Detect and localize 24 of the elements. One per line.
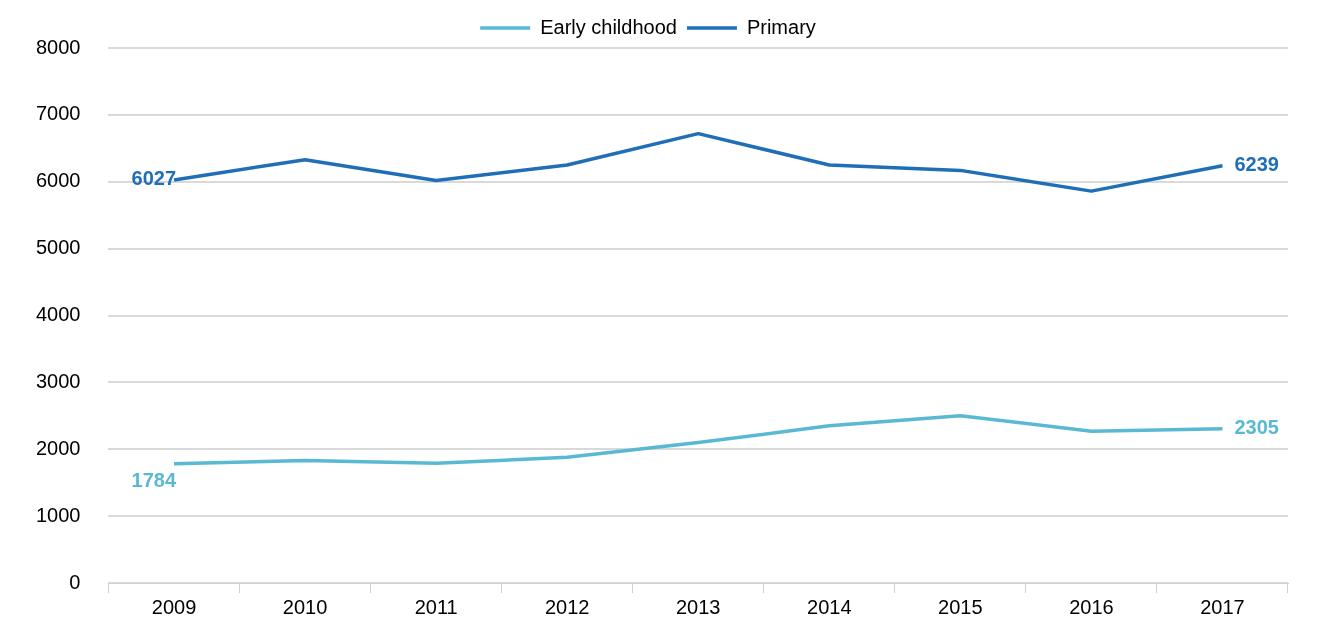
x-tick-label: 2017 [1200, 595, 1245, 618]
y-tick-label: 4000 [35, 303, 81, 326]
y-tick-label: 2000 [35, 436, 81, 459]
y-tick-label: 1000 [35, 503, 81, 526]
data-label: 6239 [1234, 153, 1279, 176]
y-tick-label: 5000 [35, 236, 81, 259]
y-tick-label: 6000 [35, 169, 81, 192]
x-tick-label: 2016 [1069, 595, 1114, 618]
x-tick-label: 2014 [807, 595, 852, 618]
x-tick-label: 2010 [282, 595, 328, 618]
x-tick-label: 2013 [676, 595, 721, 618]
x-tick-label: 2012 [544, 595, 590, 618]
y-tick-label: 8000 [35, 35, 81, 58]
x-tick-label: 2015 [938, 595, 983, 618]
y-tick-label: 3000 [35, 369, 81, 392]
legend-label: Early childhood [540, 15, 677, 38]
x-tick-label: 2009 [151, 595, 197, 618]
data-label: 1784 [131, 469, 177, 492]
data-label: 2305 [1234, 416, 1279, 439]
y-tick-label: 7000 [35, 102, 81, 125]
data-label: 6027 [131, 167, 177, 190]
legend-label: Primary [746, 15, 816, 38]
y-tick-label: 0 [69, 570, 81, 593]
x-tick-label: 2011 [414, 595, 458, 618]
